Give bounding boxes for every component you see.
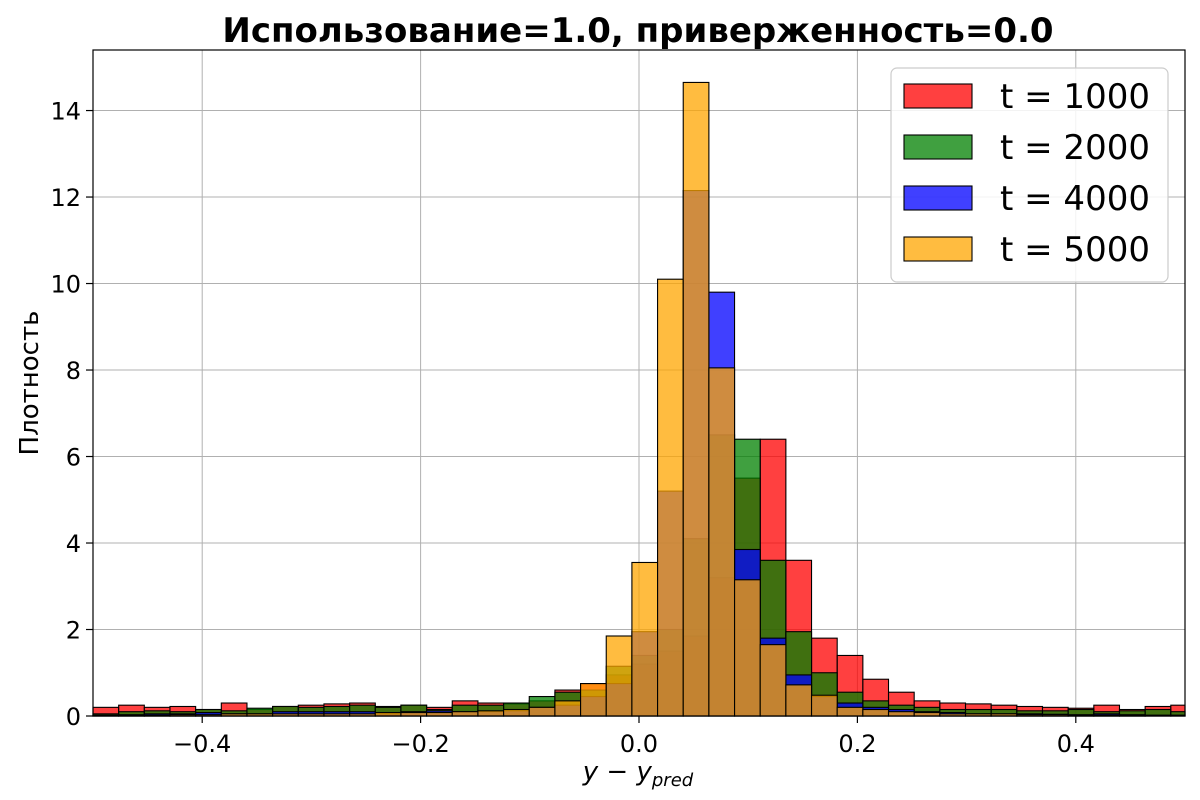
x-tick-label: −0.2 — [391, 730, 449, 758]
histogram-bar — [887, 711, 915, 717]
histogram-bar — [836, 706, 864, 717]
histogram-bar — [554, 700, 582, 717]
y-tick-label: 14 — [50, 98, 81, 126]
x-axis-label-subscript: pred — [651, 770, 694, 791]
histogram-bar — [810, 694, 838, 717]
legend-swatch — [903, 185, 973, 211]
histogram-bar — [862, 708, 890, 717]
legend-label: t = 5000 — [1000, 230, 1150, 270]
x-axis-label-main: y − y — [582, 757, 653, 787]
x-tick-label: 0.4 — [1057, 730, 1095, 758]
legend-swatch — [903, 236, 973, 262]
x-tick-label: 0.0 — [620, 730, 658, 758]
histogram-bar — [759, 644, 787, 717]
histogram-bar — [477, 710, 505, 717]
x-tick-label: −0.4 — [173, 730, 231, 758]
histogram-bar — [682, 81, 710, 717]
plot-frame — [92, 49, 1186, 717]
y-tick-label: 12 — [50, 184, 81, 212]
y-tick-label: 6 — [66, 444, 81, 472]
legend-swatch — [903, 83, 973, 109]
histogram-bar — [605, 635, 633, 717]
series-group — [92, 81, 1146, 717]
x-tick-label: 0.2 — [838, 730, 876, 758]
legend: t = 1000 t = 2000 t = 4000 t = 5000 — [890, 67, 1169, 283]
histogram-bar — [528, 706, 556, 717]
axis-ticks: −0.4 −0.2 0.0 0.2 0.4 0 2 4 6 8 10 12 14 — [50, 98, 1094, 758]
y-tick-label: 2 — [66, 617, 81, 645]
histogram-bar — [631, 561, 659, 717]
legend-label: t = 2000 — [1000, 128, 1150, 168]
histogram-bar — [580, 683, 607, 717]
legend-label: t = 1000 — [1000, 77, 1150, 117]
y-tick-label: 8 — [66, 357, 81, 385]
legend-swatch — [903, 134, 973, 160]
histogram-bar — [733, 579, 761, 717]
histogram-bar — [503, 708, 530, 717]
histogram-bars — [92, 81, 1186, 717]
y-tick-label: 0 — [66, 703, 81, 731]
histogram-bar — [657, 278, 684, 717]
histogram-bar — [708, 367, 736, 717]
legend-box — [890, 67, 1169, 283]
y-axis-label: Плотность — [15, 311, 45, 456]
histogram-bar — [785, 684, 813, 717]
y-tick-label: 4 — [66, 530, 81, 558]
x-axis-label: y − ypred — [582, 757, 694, 791]
y-tick-label: 10 — [50, 271, 81, 299]
histogram-bar — [451, 711, 479, 717]
legend-label: t = 4000 — [1000, 179, 1150, 219]
chart-title: Использование=1.0, приверженность=0.0 — [222, 11, 1053, 51]
